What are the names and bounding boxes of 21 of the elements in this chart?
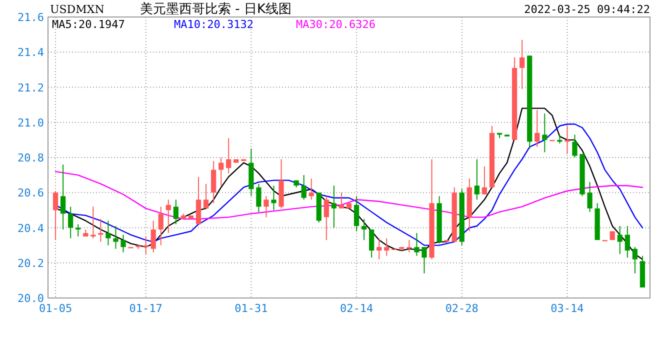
- y-tick-label: 20.4: [18, 222, 44, 235]
- y-tick-label: 21.6: [18, 11, 44, 24]
- text: MA5:20.1947: [52, 18, 125, 31]
- x-tick-label: 01-17: [129, 302, 162, 315]
- text: MA10:20.3132: [174, 18, 254, 31]
- x-tick-label: 02-28: [445, 302, 478, 315]
- y-tick-label: 21.2: [18, 81, 44, 94]
- y-tick-label: 21.4: [18, 46, 44, 60]
- chart-title: 美元墨西哥比索 - 日K线图: [140, 1, 292, 17]
- x-tick-label: 01-31: [234, 302, 268, 315]
- text: USDMXN: [50, 3, 105, 16]
- x-tick-label: 02-14: [340, 302, 374, 315]
- y-tick-label: 20.2: [18, 256, 44, 270]
- text: MA30:20.6326: [296, 18, 376, 31]
- text: 2022-03-25 09:44:22: [524, 3, 650, 16]
- y-tick-label: 20.8: [18, 152, 44, 164]
- y-tick-label: 21.0: [18, 116, 44, 130]
- y-tick-label: 20.0: [18, 292, 44, 305]
- y-tick-label: 20.6: [18, 186, 44, 200]
- x-tick-label: 01-05: [38, 302, 72, 315]
- x-tick-label: 03-14: [550, 302, 584, 315]
